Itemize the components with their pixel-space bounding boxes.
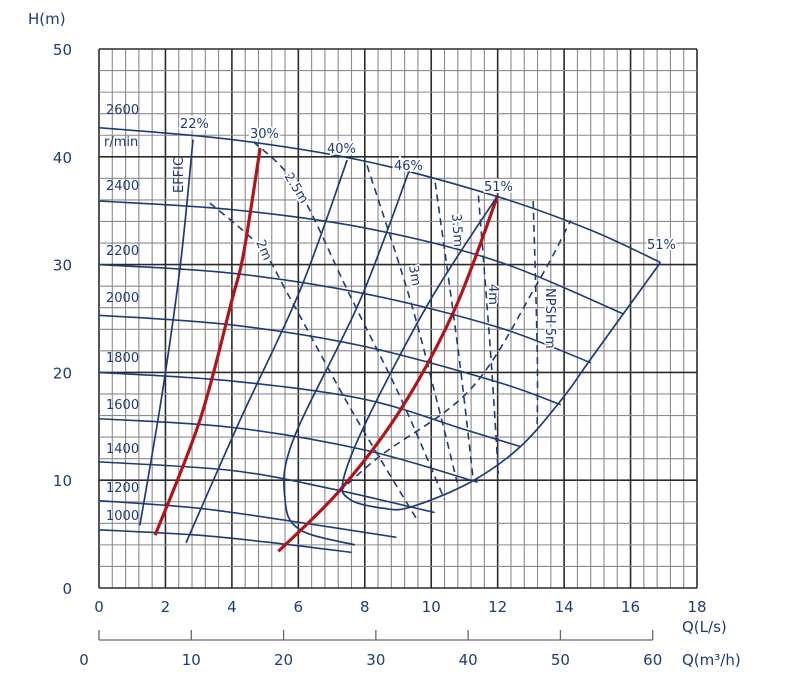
grid: [98, 48, 698, 589]
speed-curve-2200: [98, 263, 591, 364]
npsh-label: 3m: [405, 264, 423, 287]
speed-curve-1800: [98, 371, 522, 448]
npsh-curve: [532, 200, 539, 431]
efficiency-curve-22%: [139, 139, 194, 526]
x-tick-label: 14: [555, 598, 574, 616]
speed-curve-1000: [98, 528, 352, 554]
speed-curve-1400: [98, 461, 435, 514]
speed-label: 2200: [106, 244, 139, 259]
efficiency-label: 22%: [180, 117, 209, 132]
y-tick-label: 20: [53, 364, 72, 382]
y-tick-label: 0: [62, 580, 72, 598]
y-tick-label: 50: [53, 41, 72, 59]
x-tick-label: 4: [227, 598, 237, 616]
x2-axis-label: Q(m³/h): [682, 651, 741, 669]
x-tick-label: 8: [360, 598, 370, 616]
x-tick-label: 6: [294, 598, 304, 616]
efficiency-label: 30%: [250, 127, 279, 142]
speed-curve-2600: [98, 126, 661, 264]
speed-label: 1000: [106, 509, 139, 524]
x-axis-label: Q(L/s): [682, 618, 727, 636]
x-tick-label: 2: [161, 598, 171, 616]
npsh-curve: [209, 202, 418, 521]
speed-curve-2000: [98, 314, 562, 406]
npsh-label: 3.5m: [448, 213, 465, 247]
efficiency-label: 46%: [394, 159, 423, 174]
efficiency-label: 51%: [484, 180, 513, 195]
efficiency-curve-51%: [341, 195, 662, 511]
x2-tick-label: 50: [551, 651, 570, 669]
speed-label: 2400: [106, 179, 139, 194]
speed-label: 1400: [106, 442, 139, 457]
efficiency-label: 40%: [327, 142, 356, 157]
x2-tick-label: 10: [182, 651, 201, 669]
x2-tick-label: 40: [459, 651, 478, 669]
y-axis-label: H(m): [28, 10, 66, 28]
x-tick-label: 10: [422, 598, 441, 616]
efficiency-curve-51%: [277, 195, 500, 553]
efficiency-curve-40%: [185, 159, 348, 544]
x2-tick-label: 20: [274, 651, 293, 669]
speed-label: 1800: [106, 351, 139, 366]
y-tick-label: 10: [53, 472, 72, 490]
npsh-curve: [252, 141, 446, 500]
speed-label: 2600: [106, 103, 139, 118]
y-tick-label: 40: [53, 149, 72, 167]
speed-curve-1200: [98, 499, 397, 539]
npsh-curve: [434, 182, 475, 482]
speed-label: 2000: [106, 291, 139, 306]
npsh-label: 4m: [485, 284, 500, 305]
efficiency-axis-label: EFFIC: [172, 157, 187, 193]
x-tick-label: 16: [621, 598, 640, 616]
speed-unit-label: r/min: [104, 135, 138, 150]
efficiency-curve-30%: [153, 147, 262, 536]
x-tick-label: 12: [488, 598, 507, 616]
x-tick-label: 0: [94, 598, 104, 616]
x2-tick-label: 30: [366, 651, 385, 669]
npsh-label: 2m: [252, 238, 274, 263]
y-tick-label: 30: [53, 257, 72, 275]
x2-tick-label: 0: [79, 651, 89, 669]
efficiency-label: 51%: [647, 238, 676, 253]
x-tick-label: 18: [687, 598, 706, 616]
speed-label: 1200: [106, 481, 139, 496]
npsh-label: NPSH 5m: [542, 288, 557, 349]
npsh-curve: [366, 165, 458, 483]
x2-tick-label: 60: [643, 651, 662, 669]
speed-label: 1600: [106, 398, 139, 413]
